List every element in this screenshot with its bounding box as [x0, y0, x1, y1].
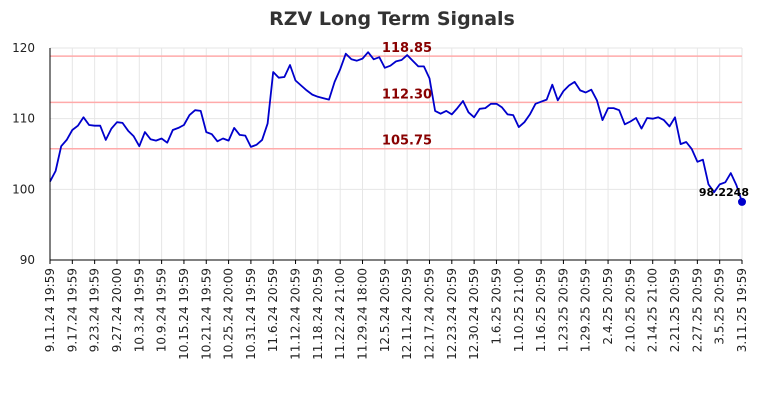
axes [49, 48, 743, 264]
signal-levels [50, 55, 742, 150]
y-tick-label: 120 [12, 41, 35, 55]
last-value-point [738, 197, 746, 206]
x-tick-label: 3.11.25 19:59 [735, 268, 749, 352]
x-tick-label: 10.9.24 19:59 [155, 268, 169, 352]
x-tick-label: 1.16.25 20:59 [534, 268, 548, 352]
chart-title: RZV Long Term Signals [269, 8, 515, 30]
y-tick-label: 90 [20, 253, 35, 267]
x-tick-label: 1.23.25 20:59 [556, 268, 570, 352]
x-tick-label: 11.6.24 20:59 [266, 268, 280, 352]
signal-level-label: 118.85 [382, 41, 432, 56]
x-tick-label: 12.11.24 20:59 [400, 268, 414, 360]
x-tick-label: 2.10.25 20:59 [623, 268, 637, 352]
x-tick-label: 1.6.25 20:59 [489, 268, 503, 345]
x-tick-label: 9.11.24 19:59 [43, 268, 57, 352]
x-tick-label: 1.10.25 21:00 [512, 268, 526, 352]
x-tick-label: 9.23.24 19:59 [88, 268, 102, 352]
x-tick-label: 1.29.25 20:59 [579, 268, 593, 352]
x-tick-label: 10.31.24 19:59 [244, 268, 258, 360]
labels-layer: 90 100 110 120 9.11.24 19:59 9.17.24 19:59 9.2… [12, 41, 749, 360]
y-tick-label: 110 [12, 112, 35, 126]
x-tick-label: 2.14.25 21:00 [646, 268, 660, 352]
x-tick-label: 2.4.25 20:59 [601, 268, 615, 345]
x-tick-label: 3.5.25 20:59 [713, 268, 727, 345]
x-tick-label: 9.17.24 19:59 [65, 268, 79, 352]
x-tick-label: 12.23.24 20:59 [445, 268, 459, 360]
y-tick-label: 100 [12, 182, 35, 196]
x-tick-label: 12.30.24 20:59 [467, 268, 481, 360]
x-tick-label: 12.17.24 20:59 [422, 268, 436, 360]
x-tick-label: 11.29.24 18:00 [356, 268, 370, 360]
x-tick-label: 2.21.25 20:59 [668, 268, 682, 352]
x-tick-label: 10.3.24 19:59 [132, 268, 146, 352]
x-tick-label: 11.12.24 20:59 [289, 268, 303, 360]
x-tick-label: 2.27.25 20:59 [690, 268, 704, 352]
last-value-label: 98.2248 [699, 186, 749, 199]
price-series-line [49, 51, 743, 203]
x-tick-label: 10.15.24 19:59 [177, 268, 191, 360]
x-tick-label: 11.18.24 20:59 [311, 268, 325, 360]
signal-level-label: 112.30 [382, 87, 432, 102]
x-tick-label: 9.27.24 20:00 [110, 268, 124, 352]
series-layer [49, 51, 746, 206]
signal-level-label: 105.75 [382, 134, 432, 149]
grid-layer [49, 47, 743, 261]
x-tick-label: 10.21.24 19:59 [199, 268, 213, 360]
x-tick-label: 11.22.24 21:00 [333, 268, 347, 360]
x-tick-label: 10.25.24 20:00 [222, 268, 236, 360]
x-tick-label: 12.5.24 20:59 [378, 268, 392, 352]
